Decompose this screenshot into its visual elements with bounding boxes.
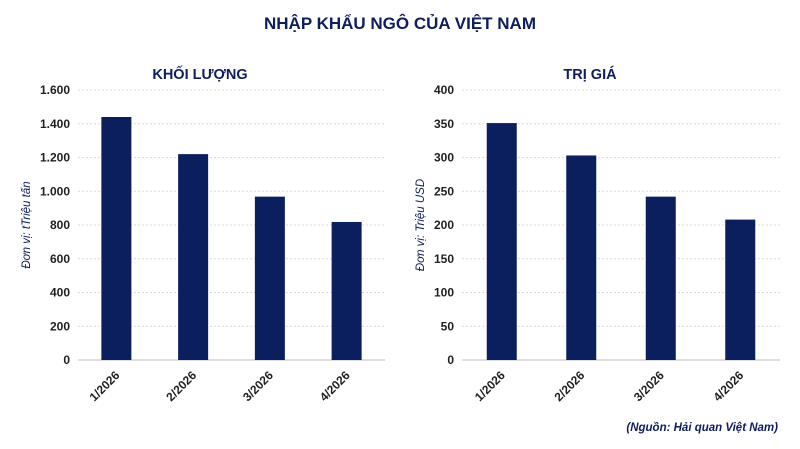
volume-y-tick-label: 1.200: [40, 151, 70, 165]
volume-y-tick-label: 800: [50, 218, 70, 232]
value-bar: [725, 219, 756, 360]
value-bar: [645, 196, 676, 360]
value-y-axis-label: Đơn vị: Triệu USD: [415, 179, 427, 271]
value-y-tick-label: 0: [447, 353, 454, 367]
volume-bar: [254, 196, 285, 360]
volume-bar: [101, 117, 132, 360]
value-y-tick-label: 50: [441, 319, 455, 333]
volume-y-tick-label: 1.600: [40, 83, 70, 97]
value-bar: [566, 155, 597, 360]
volume-x-tick-label: 1/2026: [87, 368, 123, 404]
value-x-tick-label: 2/2026: [552, 368, 588, 404]
value-x-tick-label: 3/2026: [631, 368, 667, 404]
volume-y-tick-label: 1.000: [40, 184, 70, 198]
page-title: NHẬP KHẨU NGÔ CỦA VIỆT NAM: [263, 14, 536, 33]
value-y-tick-label: 150: [434, 252, 454, 266]
source-note: (Nguồn: Hải quan Việt Nam): [626, 422, 778, 434]
volume-y-axis-label: Đơn vị: tTriệu tấn: [21, 181, 33, 268]
value-y-tick-label: 300: [434, 151, 454, 165]
volume-y-tick-label: 600: [50, 252, 70, 266]
volume-chart-title: KHỐI LƯỢNG: [152, 65, 247, 83]
value-y-tick-label: 250: [434, 184, 454, 198]
volume-y-tick-label: 0: [63, 353, 70, 367]
volume-x-tick-label: 2/2026: [163, 368, 199, 404]
value-bar: [486, 123, 517, 360]
volume-bar: [178, 154, 209, 360]
value-chart-title: TRỊ GIÁ: [563, 66, 617, 83]
volume-x-tick-label: 4/2026: [317, 368, 353, 404]
value-y-tick-label: 100: [434, 286, 454, 300]
volume-y-tick-label: 400: [50, 286, 70, 300]
value-y-tick-label: 200: [434, 218, 454, 232]
value-x-tick-label: 4/2026: [711, 368, 747, 404]
volume-y-tick-label: 200: [50, 319, 70, 333]
volume-y-tick-label: 1.400: [40, 117, 70, 131]
value-y-tick-label: 350: [434, 117, 454, 131]
volume-x-tick-label: 3/2026: [240, 368, 276, 404]
value-x-tick-label: 1/2026: [472, 368, 508, 404]
value-y-tick-label: 400: [434, 83, 454, 97]
volume-bar: [331, 221, 362, 360]
